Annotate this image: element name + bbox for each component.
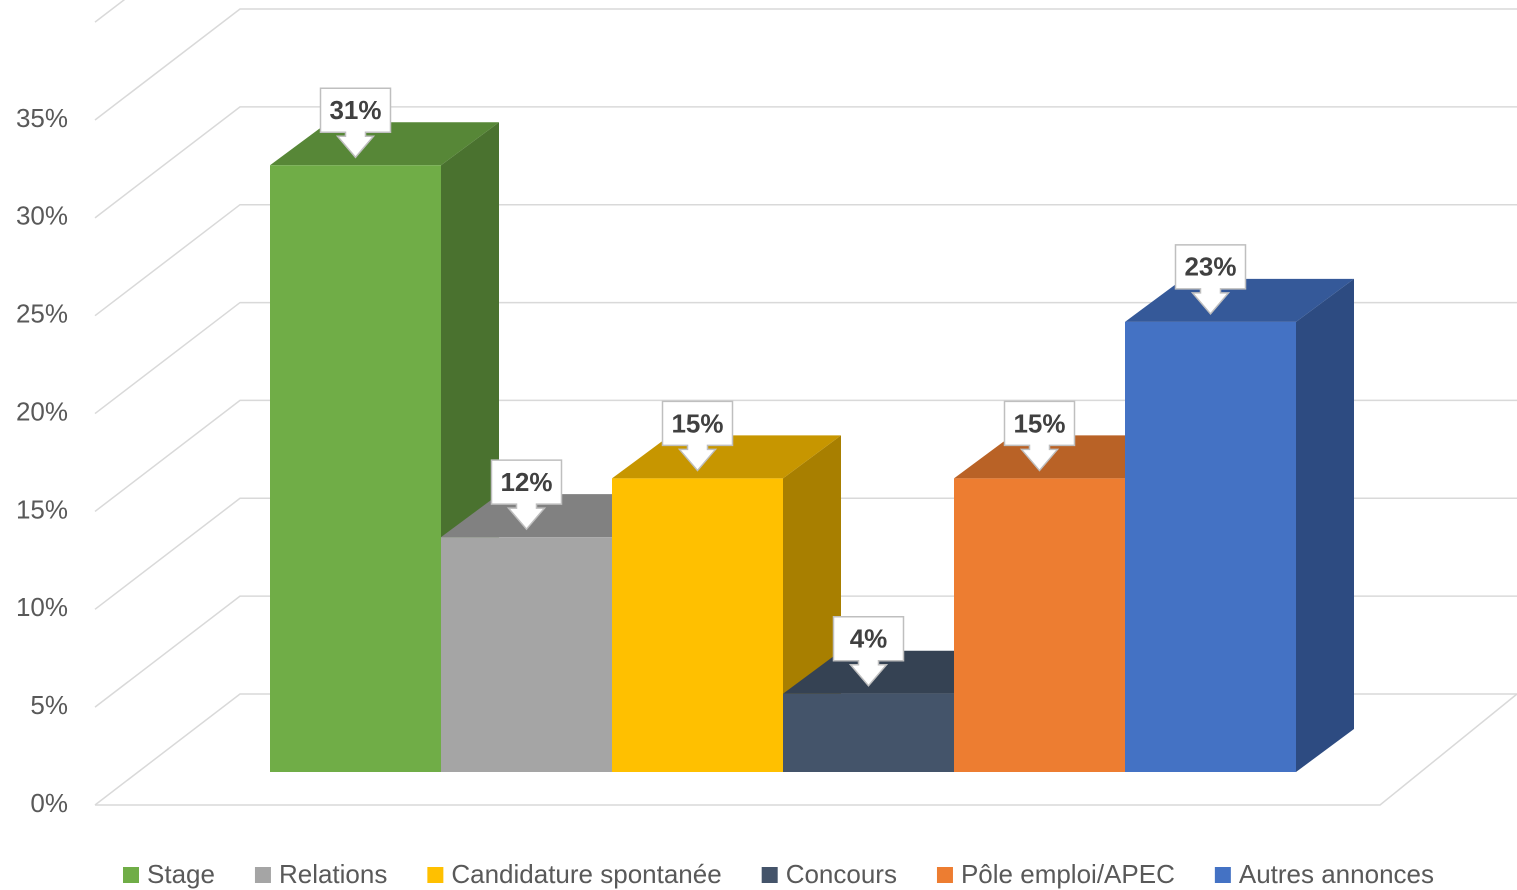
legend-swatch (761, 867, 778, 883)
bar (612, 478, 783, 772)
y-tick-label: 25% (16, 299, 68, 329)
legend-item: Relations (254, 859, 387, 889)
legend-label: Relations (279, 859, 387, 889)
legend-item: Candidature spontanée (427, 859, 722, 889)
legend-item: Concours (761, 859, 897, 889)
grid-line (94, 301, 1517, 415)
bar (783, 693, 954, 772)
value-label: 4% (850, 624, 888, 654)
y-tick-label: 10% (16, 592, 68, 622)
legend-swatch (936, 867, 953, 883)
bar-side (1296, 278, 1354, 772)
grid-line (94, 8, 1517, 121)
grid-line (94, 399, 1517, 513)
value-label: 23% (1184, 252, 1236, 282)
bar (1125, 321, 1296, 772)
callout (1003, 400, 1076, 472)
callout (319, 87, 392, 159)
legend-label: Stage (147, 859, 215, 889)
y-tick-label: 15% (16, 494, 68, 524)
callout (490, 459, 563, 531)
wall-edge (94, 0, 126, 23)
grid-line (94, 203, 1517, 317)
grid-line (94, 106, 1517, 219)
value-label: 15% (671, 408, 723, 438)
y-tick-label: 35% (16, 103, 68, 133)
legend-swatch (1214, 867, 1231, 883)
y-tick-label: 30% (16, 201, 68, 231)
legend-item: Stage (123, 859, 215, 889)
floor-edge (95, 693, 1517, 806)
callout (661, 400, 734, 472)
legend-swatch (427, 867, 444, 883)
legend-item: Autres annonces (1214, 859, 1434, 889)
value-label: 15% (1013, 408, 1065, 438)
legend-item: Pôle emploi/APEC (936, 859, 1175, 889)
legend-swatch (123, 867, 139, 883)
value-label: 31% (329, 95, 381, 125)
legend-label: Autres annonces (1239, 859, 1434, 889)
bar (441, 537, 612, 772)
legend-swatch (254, 867, 271, 883)
legend-label: Candidature spontanée (451, 859, 721, 889)
legend-label: Concours (786, 859, 897, 889)
bar (270, 165, 441, 773)
legend-label: Pôle emploi/APEC (961, 859, 1175, 889)
value-label: 12% (500, 467, 552, 497)
callout (832, 615, 905, 687)
callout (1174, 244, 1247, 316)
y-tick-label: 20% (16, 396, 68, 426)
y-tick-label: 0% (30, 788, 68, 818)
bar (954, 478, 1125, 772)
y-tick-label: 5% (30, 690, 68, 720)
